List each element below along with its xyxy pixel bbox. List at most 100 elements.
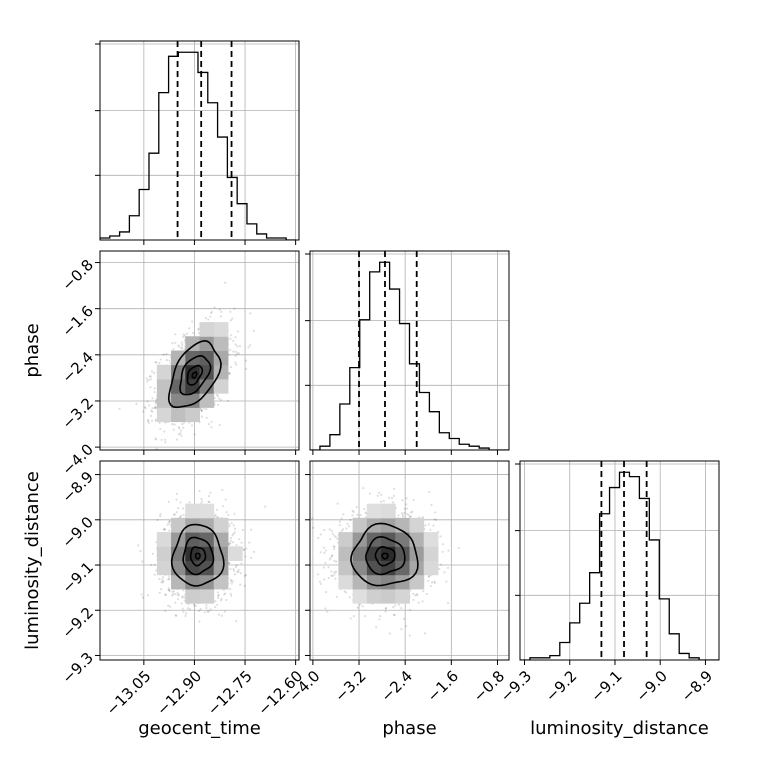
sample-point — [322, 566, 326, 569]
sample-point — [226, 399, 230, 402]
sample-point — [224, 498, 227, 501]
sample-point — [376, 494, 379, 497]
density-cell — [171, 574, 186, 590]
sample-point — [388, 632, 392, 635]
density-cell — [199, 588, 215, 604]
sample-point — [232, 350, 235, 353]
sample-point — [181, 507, 185, 510]
sample-point — [341, 528, 345, 531]
sample-point — [168, 575, 171, 578]
density-cell — [352, 560, 368, 576]
sample-point — [435, 518, 438, 522]
sample-point — [379, 615, 382, 618]
sample-point — [243, 574, 246, 577]
sample-point — [443, 571, 446, 574]
sample-point — [237, 570, 240, 573]
sample-point — [167, 587, 170, 590]
sample-point — [181, 596, 184, 599]
x-axis-label: geocent_time — [138, 718, 261, 739]
sample-point — [171, 594, 174, 597]
sample-point — [316, 573, 320, 576]
sample-point — [207, 318, 210, 321]
sample-point — [207, 610, 210, 613]
sample-point — [219, 315, 222, 318]
sample-point — [400, 628, 403, 631]
sample-point — [405, 497, 408, 500]
sample-point — [193, 433, 196, 436]
sample-point — [400, 607, 403, 610]
sample-point — [149, 414, 153, 417]
sample-point — [154, 405, 157, 408]
x-tick-label: −3.2 — [331, 667, 369, 705]
sample-point — [227, 513, 230, 517]
sample-point — [161, 581, 164, 584]
x-tick-label: −12.75 — [204, 667, 256, 719]
x-tick-label: −2.4 — [377, 667, 415, 705]
sample-point — [154, 437, 157, 440]
sample-point — [168, 577, 171, 580]
sample-point — [159, 515, 162, 518]
density-cell — [185, 574, 200, 590]
sample-point — [228, 525, 231, 528]
sample-point — [335, 560, 338, 563]
sample-point — [168, 359, 171, 362]
sample-point — [349, 518, 352, 522]
sample-point — [178, 427, 181, 430]
sample-point — [216, 591, 220, 594]
sample-point — [340, 517, 343, 520]
contour-line — [186, 364, 204, 386]
sample-point — [368, 492, 371, 495]
sample-point — [187, 603, 190, 606]
sample-point — [427, 575, 431, 578]
sample-point — [162, 528, 166, 531]
sample-point — [328, 528, 331, 531]
sample-point — [167, 578, 170, 581]
sample-point — [200, 498, 203, 501]
sample-point — [332, 545, 336, 548]
sample-point — [172, 593, 175, 596]
sample-point — [439, 535, 442, 538]
density-cell — [185, 503, 200, 519]
y-tick-label: −3.2 — [59, 394, 97, 432]
sample-point — [239, 572, 243, 575]
sample-point — [162, 353, 165, 356]
sample-point — [363, 507, 366, 511]
sample-point — [387, 496, 391, 500]
sample-point — [317, 536, 320, 540]
sample-point — [200, 408, 203, 412]
density-cell — [199, 322, 215, 337]
sample-point — [165, 482, 167, 484]
density-cell — [338, 546, 354, 561]
sample-point — [190, 424, 194, 427]
sample-point — [154, 419, 157, 422]
sample-point — [191, 320, 194, 323]
sample-point — [326, 610, 329, 613]
sample-point — [148, 404, 151, 407]
sample-point — [409, 515, 412, 519]
sample-point — [200, 415, 203, 418]
sample-point — [155, 569, 158, 572]
sample-point — [171, 422, 174, 426]
sample-point — [338, 524, 341, 527]
sample-point — [146, 420, 149, 423]
sample-point — [152, 371, 156, 375]
sample-point — [168, 519, 171, 523]
sample-point — [412, 598, 415, 602]
contour-line — [170, 523, 225, 587]
sample-point — [146, 594, 150, 597]
density-cell — [352, 517, 368, 533]
sample-point — [176, 591, 179, 594]
sample-point — [210, 420, 213, 423]
sample-point — [234, 354, 237, 357]
contour-line — [374, 545, 396, 567]
sample-point — [220, 310, 223, 313]
sample-point — [330, 529, 333, 532]
sample-point — [434, 511, 437, 514]
sample-point — [403, 511, 406, 515]
sample-point — [180, 347, 183, 350]
sample-point — [220, 614, 223, 617]
sample-point — [217, 403, 220, 407]
sample-point — [333, 573, 336, 576]
sample-point — [198, 489, 201, 493]
sample-point — [149, 563, 153, 567]
